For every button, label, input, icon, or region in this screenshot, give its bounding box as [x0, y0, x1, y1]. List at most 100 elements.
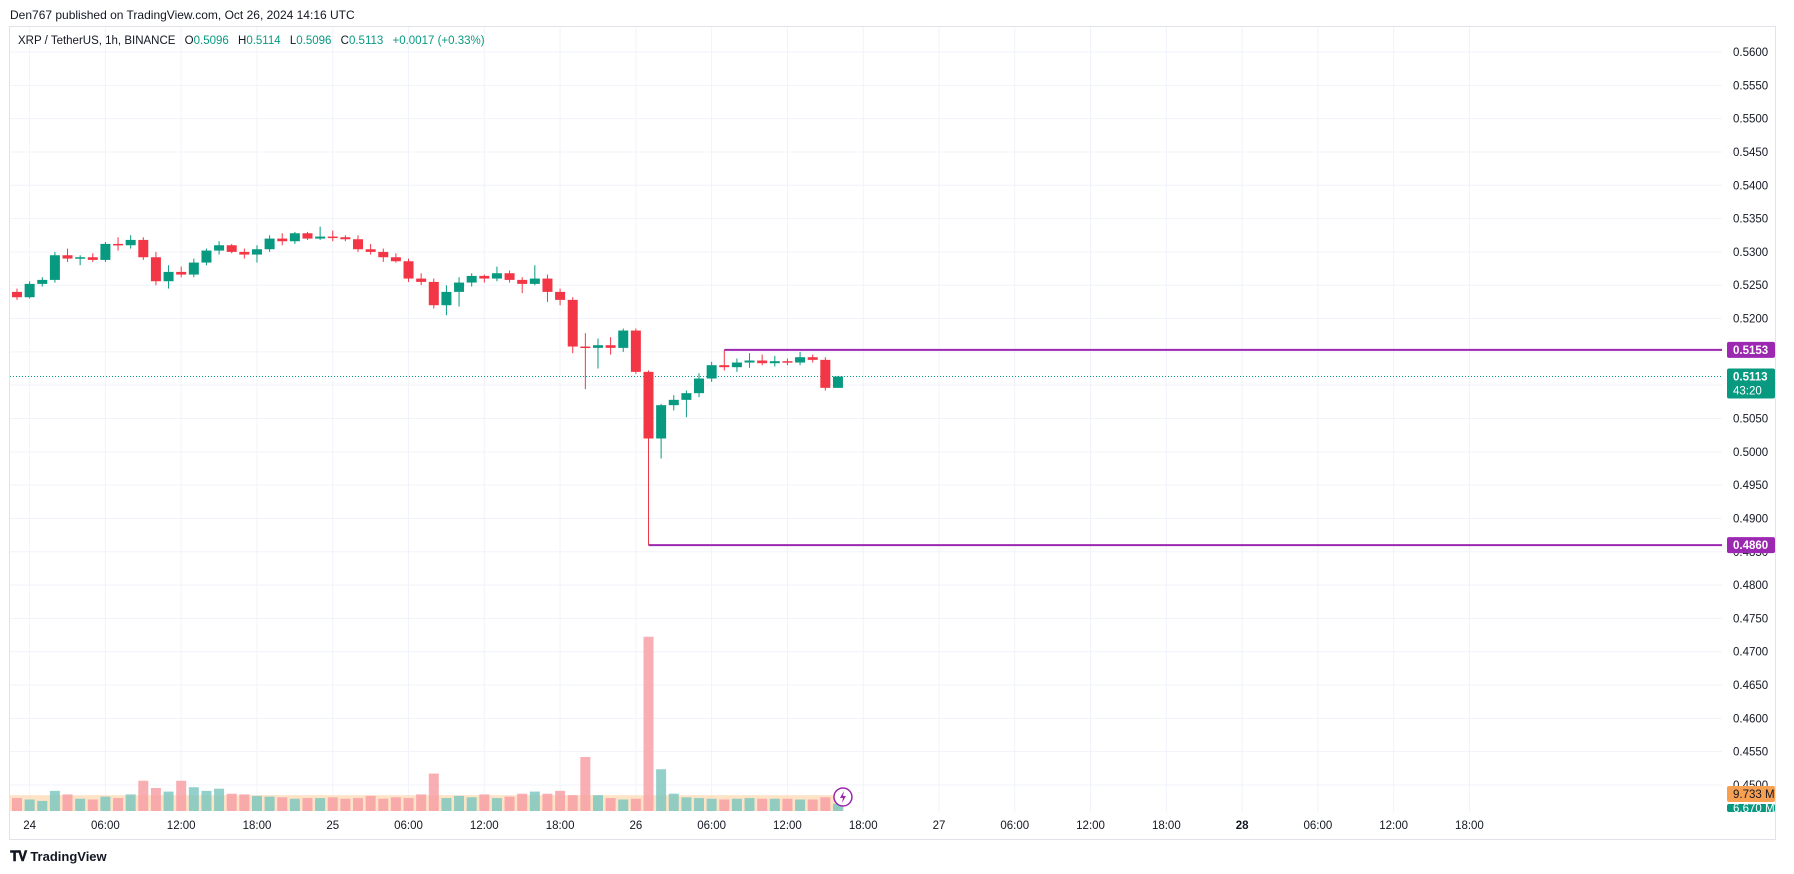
volume-bar: [567, 795, 578, 811]
candle-body: [441, 291, 452, 306]
y-tick-label: 0.5200: [1733, 314, 1768, 326]
symbol-legend: XRP / TetherUS, 1h, BINANCE O 0.5096 H0.5…: [18, 35, 485, 47]
high-label: H: [238, 35, 247, 47]
candle-body: [125, 239, 136, 246]
symbol-label[interactable]: XRP / TetherUS, 1h, BINANCE: [18, 35, 176, 47]
candle-body: [706, 365, 717, 379]
volume-bar: [479, 794, 490, 811]
y-tick-label: 0.5050: [1733, 414, 1768, 426]
x-tick-label: 18:00: [849, 820, 878, 832]
candle-body: [289, 233, 300, 242]
volume-bar: [277, 797, 288, 811]
candle-body: [466, 275, 477, 283]
volume-bar: [289, 798, 300, 811]
x-tick-label: 06:00: [1303, 820, 1332, 832]
x-tick-label: 28: [1236, 820, 1249, 832]
volume-bar: [302, 798, 313, 811]
candle-body: [454, 282, 465, 292]
volume-bar: [832, 803, 843, 811]
x-tick-label: 12:00: [167, 820, 196, 832]
candle-body: [378, 251, 389, 258]
volume-bar: [681, 797, 692, 811]
candle-body: [757, 360, 768, 364]
volume-bar: [504, 796, 515, 811]
x-tick-label: 06:00: [394, 820, 423, 832]
x-tick-label: 18:00: [243, 820, 272, 832]
volume-bar: [441, 798, 452, 811]
volume-bar: [592, 795, 603, 811]
volume-bar: [668, 793, 679, 811]
y-tick-label: 0.5000: [1733, 447, 1768, 459]
volume-bar: [542, 793, 553, 811]
volume-bar: [795, 799, 806, 811]
volume-ma-tag: 6.670 M: [1733, 803, 1775, 815]
candle-body: [214, 245, 225, 251]
candle-body: [264, 238, 275, 250]
y-tick-label: 0.5350: [1733, 214, 1768, 226]
x-tick-label: 24: [23, 820, 36, 832]
volume-bar: [529, 791, 540, 811]
x-tick-label: 06:00: [91, 820, 120, 832]
y-tick-label: 0.4700: [1733, 647, 1768, 659]
volume-bar: [327, 797, 338, 811]
candle-body: [592, 345, 603, 348]
volume-bar: [87, 799, 98, 811]
candle-body: [150, 257, 161, 282]
y-tick-label: 0.4650: [1733, 680, 1768, 692]
y-tick-label: 0.5500: [1733, 114, 1768, 126]
resistance-price-tag: 0.5153: [1733, 345, 1768, 357]
candle-body: [555, 291, 566, 300]
candle-body: [75, 257, 86, 259]
x-tick-label: 12:00: [773, 820, 802, 832]
volume-bar: [125, 794, 136, 811]
x-tick-label: 27: [933, 820, 946, 832]
volume-bar: [24, 799, 35, 811]
volume-bar: [365, 795, 376, 811]
candle-body: [12, 291, 22, 298]
volume-bar: [630, 798, 641, 811]
volume-bar: [820, 797, 831, 811]
volume-bar: [201, 790, 212, 811]
candle-body: [795, 357, 806, 363]
volume-bar: [353, 798, 364, 811]
y-tick-label: 0.5550: [1733, 80, 1768, 92]
volume-bar: [138, 780, 149, 811]
candle-body: [656, 405, 667, 439]
high-value: 0.5114: [246, 35, 281, 47]
volume-tag: 9.733 M: [1733, 789, 1775, 801]
candle-body: [62, 255, 73, 259]
brand-label: TradingView: [30, 849, 107, 864]
candle-body: [479, 275, 490, 279]
x-tick-label: 25: [326, 820, 339, 832]
volume-bar: [49, 790, 60, 811]
y-tick-label: 0.5450: [1733, 147, 1768, 159]
candle-body: [113, 243, 124, 246]
chart-frame: [9, 26, 1776, 840]
low-value: 0.5096: [296, 35, 332, 47]
volume-bar: [428, 773, 439, 811]
tradingview-logo-icon: 𝐓𝐕: [10, 848, 27, 864]
x-tick-label: 06:00: [697, 820, 726, 832]
candle-body: [428, 281, 439, 306]
volume-bar: [214, 788, 225, 811]
volume-bar: [12, 798, 22, 811]
support-price-tag: 0.4860: [1733, 540, 1768, 552]
x-tick-label: 12:00: [1076, 820, 1105, 832]
current-price-tag-countdown: 43:20: [1733, 386, 1762, 398]
volume-bar: [100, 796, 111, 811]
volume-bar: [176, 780, 187, 811]
candle-body: [163, 271, 174, 282]
tradingview-brand[interactable]: 𝐓𝐕 TradingView: [10, 848, 107, 865]
volume-bar: [517, 793, 528, 811]
volume-bar: [757, 798, 768, 811]
candle-body: [340, 237, 351, 240]
candle-body: [744, 360, 755, 363]
candle-body: [517, 279, 528, 284]
volume-bar: [264, 796, 275, 811]
candle-body: [681, 393, 692, 400]
volume-bar: [416, 794, 427, 811]
candle-body: [87, 257, 98, 260]
open-label: O: [184, 35, 194, 47]
candle-body: [201, 250, 212, 263]
